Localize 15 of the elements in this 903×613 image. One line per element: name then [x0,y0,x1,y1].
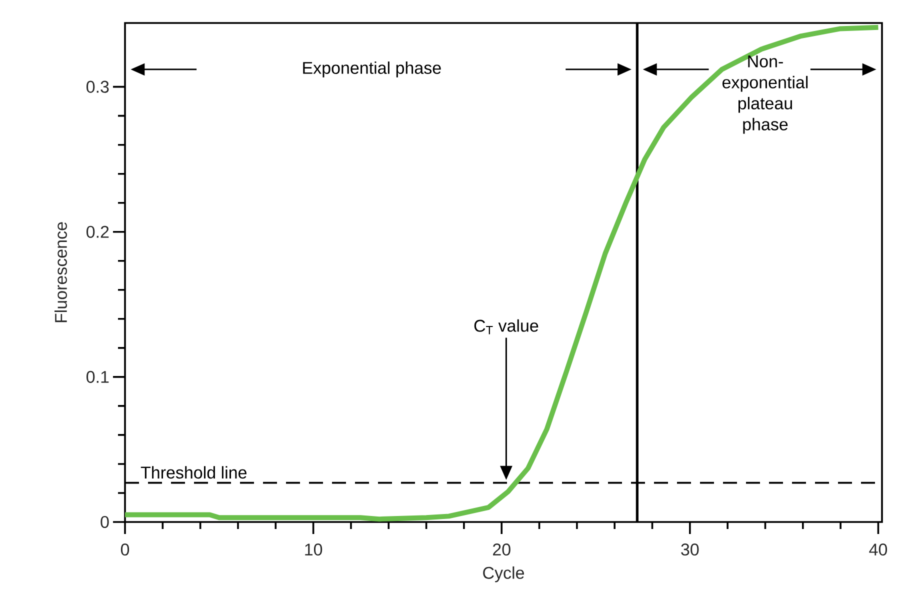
x-tick-label: 40 [869,544,888,556]
x-tick-label: 0 [120,544,130,556]
y-tick-label: 0.3 [86,80,109,93]
x-axis-title: Cycle [483,566,524,582]
x-tick-label: 10 [305,544,322,556]
annotation: Non-exponential plateau phase [722,56,808,134]
annotation: C$_{T}$ value [474,319,538,334]
x-tick-label: 30 [681,544,699,556]
y-tick-label: 0 [100,516,109,528]
y-tick-label: 0.2 [86,226,109,238]
ref-line-label: Threshold line [140,466,246,479]
y-axis-title: Fluorescence [54,222,67,322]
annotation: Exponential phase [303,61,441,78]
y-tick-label: 0.1 [86,370,109,383]
x-tick-label: 20 [493,544,510,556]
